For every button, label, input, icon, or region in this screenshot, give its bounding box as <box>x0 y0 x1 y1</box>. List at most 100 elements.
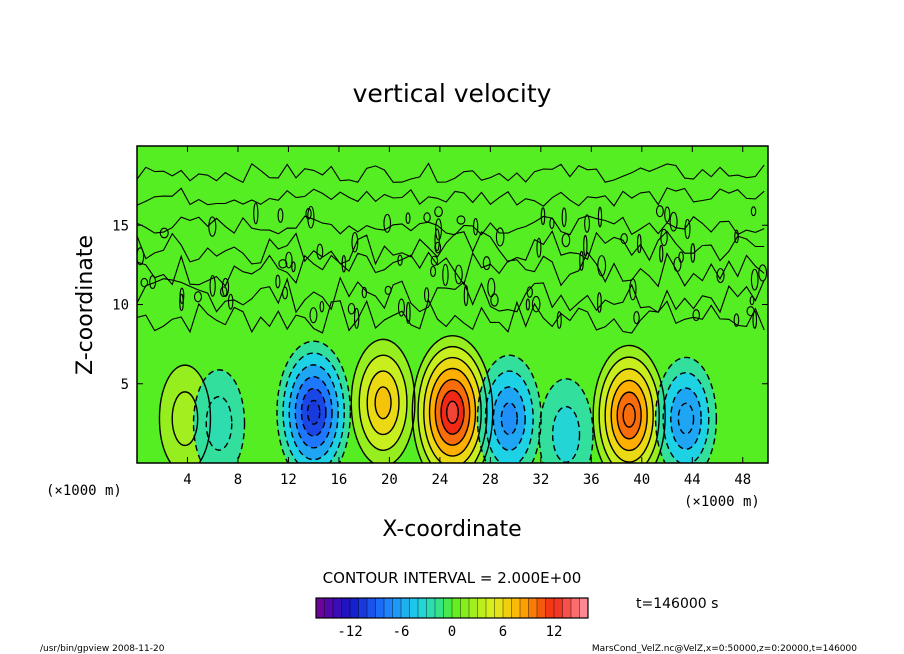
cell-contour-line <box>622 403 636 428</box>
colorbar-tick-label: -12 <box>337 624 362 640</box>
contour-blob <box>442 263 449 287</box>
colorbar-swatch <box>528 597 538 619</box>
contour-blob <box>149 275 157 290</box>
velocity-cell <box>276 341 351 463</box>
contour-blob <box>277 208 284 223</box>
cell-fill-band <box>172 391 198 446</box>
contour-blob <box>208 216 217 237</box>
colorbar-swatch <box>409 597 419 619</box>
colorbar-swatch <box>341 597 351 619</box>
x-axis-title: X-coordinate <box>382 517 521 542</box>
contour-blob <box>636 233 642 254</box>
cell-contour-line <box>670 387 702 450</box>
colorbar-swatch <box>468 597 479 619</box>
cell-contour-line <box>282 352 345 463</box>
contour-blob <box>341 254 347 273</box>
y-tick-label: 5 <box>121 377 129 393</box>
colorbar-swatch <box>485 597 496 619</box>
cell-contour-line <box>492 386 526 452</box>
colorbar-swatch <box>536 597 547 619</box>
colorbar-swatch <box>417 597 428 619</box>
contour-blob <box>305 207 312 220</box>
velocity-cell <box>351 339 415 463</box>
x-tick-label: 48 <box>734 472 751 488</box>
cell-contour-line <box>434 378 471 446</box>
cell-contour-line <box>484 370 534 463</box>
colorbar-swatch <box>443 597 453 619</box>
contour-blob <box>752 310 758 329</box>
contour-blob <box>351 232 359 253</box>
cell-contour-line <box>358 354 408 452</box>
cell-contour-line <box>306 399 321 425</box>
colorbar-swatch <box>502 597 513 619</box>
contour-blob <box>435 218 443 241</box>
contour-line <box>137 251 765 288</box>
contour-blob <box>482 256 491 271</box>
colorbar-swatch <box>400 597 411 619</box>
velocity-cell <box>539 378 593 463</box>
plot-area <box>136 145 769 464</box>
contour-blob <box>159 227 169 239</box>
contour-blob <box>179 287 185 304</box>
contour-line <box>137 298 765 334</box>
y-tick-label: 15 <box>112 218 129 234</box>
contour-blob <box>472 218 479 236</box>
cell-contour-line <box>616 391 642 440</box>
colorbar-swatch <box>579 597 589 619</box>
colorbar-tick-label: -6 <box>393 624 410 640</box>
velocity-cell <box>193 369 245 463</box>
contour-blob <box>383 213 392 233</box>
contour-blob <box>669 211 678 232</box>
contour-interval-label: CONTOUR INTERVAL = 2.000E+00 <box>323 569 582 587</box>
contour-blob <box>282 286 289 300</box>
cell-contour-line <box>374 386 392 420</box>
colorbar-swatch <box>553 597 564 619</box>
colorbar-swatch <box>315 597 326 619</box>
contour-blob <box>561 207 567 228</box>
contour-blob <box>664 206 671 223</box>
cell-contour-line <box>604 368 654 463</box>
colorbar-swatch <box>477 597 487 619</box>
contour-blob <box>227 293 234 310</box>
contour-lines <box>137 162 768 463</box>
cell-contour-line <box>350 338 416 463</box>
contour-blob <box>690 243 696 263</box>
time-label: t=146000 s <box>636 596 718 612</box>
cell-contour-line <box>440 389 465 435</box>
contour-line <box>137 187 765 207</box>
x-tick-label: 40 <box>633 472 650 488</box>
contour-blob <box>655 205 664 218</box>
colorbar-swatch <box>451 597 462 619</box>
colorbar-swatch <box>392 597 402 619</box>
colorbar-swatch <box>570 597 581 619</box>
colorbar-swatch <box>332 597 343 619</box>
contour-blob <box>746 306 755 317</box>
contour-blob <box>397 298 405 317</box>
y-unit-label: (×1000 m) <box>46 483 122 499</box>
x-tick-label: 16 <box>330 472 347 488</box>
contour-blob <box>525 298 531 311</box>
colorbar-tick-label: 6 <box>499 624 507 640</box>
colorbar-swatch <box>375 597 385 619</box>
cell-contour-line <box>300 387 327 437</box>
contour-blob <box>620 233 628 245</box>
colorbar-swatch <box>383 597 394 619</box>
cell-contour-line <box>417 345 488 463</box>
contour-blob <box>275 274 281 289</box>
cell-contour-line <box>538 378 594 463</box>
cell-fill-band <box>307 400 320 425</box>
colorbar-swatch <box>494 597 504 619</box>
cell-contour-line <box>192 369 246 463</box>
contour-blob <box>749 295 755 306</box>
contour-blob <box>319 300 325 313</box>
contour-blob <box>692 309 700 322</box>
colorbar-swatch <box>460 597 470 619</box>
cell-fill-band <box>678 403 694 434</box>
cell-fill-band <box>501 402 518 435</box>
x-tick-label: 44 <box>684 472 701 488</box>
x-tick-label: 8 <box>234 472 242 488</box>
contour-blob <box>219 286 228 298</box>
contour-line <box>137 162 765 184</box>
colorbar-tick-label: 12 <box>546 624 563 640</box>
contour-line <box>137 276 765 314</box>
